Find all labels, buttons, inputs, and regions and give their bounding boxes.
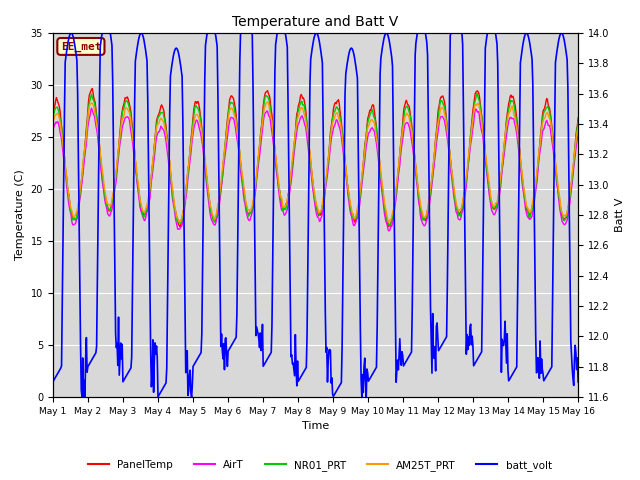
batt_volt xyxy=(195,353,203,359)
NR01_PRT xyxy=(113,169,120,175)
AirT xyxy=(49,129,56,134)
AM25T_PRT xyxy=(194,112,202,118)
NR01_PRT xyxy=(379,192,387,197)
AirT xyxy=(396,162,404,168)
Text: EE_met: EE_met xyxy=(61,41,101,51)
X-axis label: Time: Time xyxy=(302,421,329,432)
Legend: PanelTemp, AirT, NR01_PRT, AM25T_PRT, batt_volt: PanelTemp, AirT, NR01_PRT, AM25T_PRT, ba… xyxy=(84,456,556,475)
batt_volt xyxy=(381,34,388,39)
Line: AirT: AirT xyxy=(52,108,578,231)
AirT xyxy=(58,144,66,149)
PanelTemp xyxy=(88,85,96,91)
NR01_PRT xyxy=(166,160,173,166)
PanelTemp xyxy=(396,150,404,156)
AM25T_PRT xyxy=(380,193,388,199)
AirT xyxy=(88,105,95,111)
AM25T_PRT xyxy=(49,119,56,124)
Title: Temperature and Batt V: Temperature and Batt V xyxy=(232,15,399,29)
batt_volt xyxy=(78,394,86,400)
batt_volt xyxy=(58,300,66,305)
AM25T_PRT xyxy=(264,99,271,105)
Y-axis label: Batt V: Batt V xyxy=(615,198,625,232)
AM25T_PRT xyxy=(166,159,173,165)
Line: NR01_PRT: NR01_PRT xyxy=(52,93,578,226)
NR01_PRT xyxy=(194,105,202,110)
batt_volt xyxy=(574,379,582,385)
NR01_PRT xyxy=(396,160,403,166)
AirT xyxy=(166,175,174,181)
PanelTemp xyxy=(381,204,388,210)
AirT xyxy=(113,168,121,174)
AirT xyxy=(380,204,388,210)
Line: AM25T_PRT: AM25T_PRT xyxy=(52,102,578,222)
batt_volt xyxy=(99,30,106,36)
NR01_PRT xyxy=(58,131,66,137)
batt_volt xyxy=(49,379,56,385)
NR01_PRT xyxy=(474,90,481,96)
PanelTemp xyxy=(113,162,121,168)
AM25T_PRT xyxy=(113,166,120,171)
AirT xyxy=(195,120,202,126)
batt_volt xyxy=(396,336,404,342)
Y-axis label: Temperature (C): Temperature (C) xyxy=(15,169,25,261)
PanelTemp xyxy=(49,110,56,116)
AirT xyxy=(385,228,393,234)
PanelTemp xyxy=(166,170,174,176)
PanelTemp xyxy=(176,224,184,230)
PanelTemp xyxy=(195,102,203,108)
NR01_PRT xyxy=(574,119,582,125)
AM25T_PRT xyxy=(385,219,393,225)
batt_volt xyxy=(167,68,175,73)
AirT xyxy=(574,131,582,137)
batt_volt xyxy=(114,362,122,368)
AM25T_PRT xyxy=(58,135,66,141)
Line: batt_volt: batt_volt xyxy=(52,33,578,397)
AM25T_PRT xyxy=(574,124,582,130)
NR01_PRT xyxy=(386,223,394,229)
PanelTemp xyxy=(58,129,66,135)
NR01_PRT xyxy=(49,114,56,120)
PanelTemp xyxy=(574,115,582,121)
Line: PanelTemp: PanelTemp xyxy=(52,88,578,227)
AM25T_PRT xyxy=(396,150,404,156)
